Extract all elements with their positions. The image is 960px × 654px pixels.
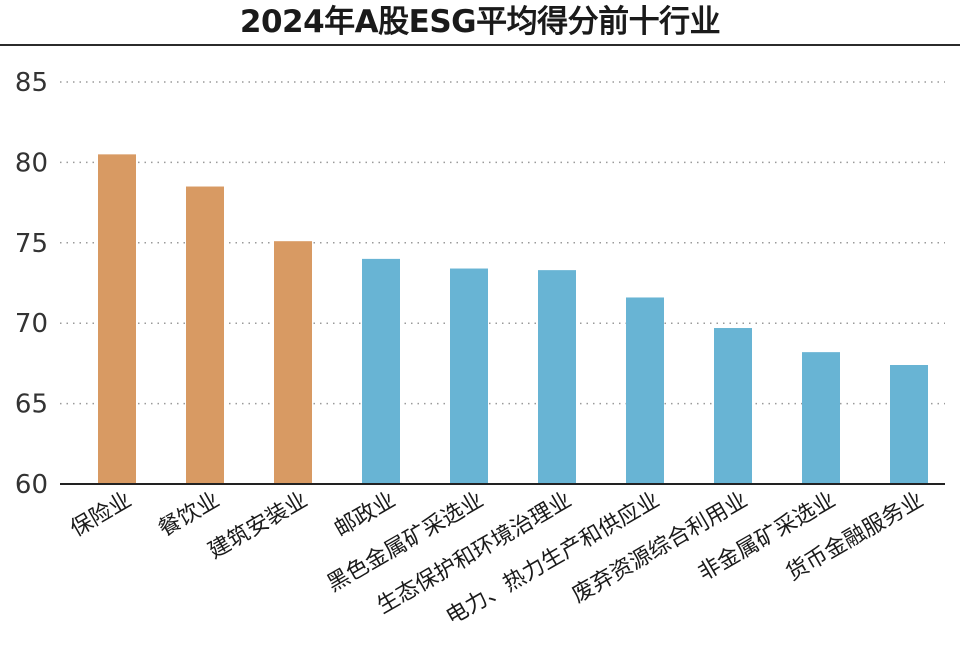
x-tick-label: 建筑安装业 <box>204 488 312 565</box>
x-tick-label: 邮政业 <box>330 488 400 543</box>
y-tick-label: 80 <box>15 148 48 178</box>
bar <box>890 365 928 484</box>
y-tick-label: 70 <box>15 309 48 339</box>
y-tick-label: 65 <box>15 390 48 420</box>
x-tick-label: 保险业 <box>66 488 136 543</box>
bar <box>450 268 488 484</box>
bar <box>538 270 576 484</box>
bar <box>714 328 752 484</box>
bar <box>274 241 312 484</box>
chart-title: 2024年A股ESG平均得分前十行业 <box>239 4 721 40</box>
bar <box>186 186 224 484</box>
bar <box>362 258 400 484</box>
bar <box>802 352 840 484</box>
y-axis-ticks: 60 65 70 75 80 85 <box>15 68 48 500</box>
bar <box>626 297 664 484</box>
y-tick-label: 75 <box>15 229 48 259</box>
x-tick-label: 餐饮业 <box>154 488 224 543</box>
y-tick-label: 60 <box>15 470 48 500</box>
y-tick-label: 85 <box>15 68 48 98</box>
bar <box>98 154 136 485</box>
title-rule <box>0 44 960 46</box>
gridlines <box>60 81 945 405</box>
bars <box>98 154 928 485</box>
